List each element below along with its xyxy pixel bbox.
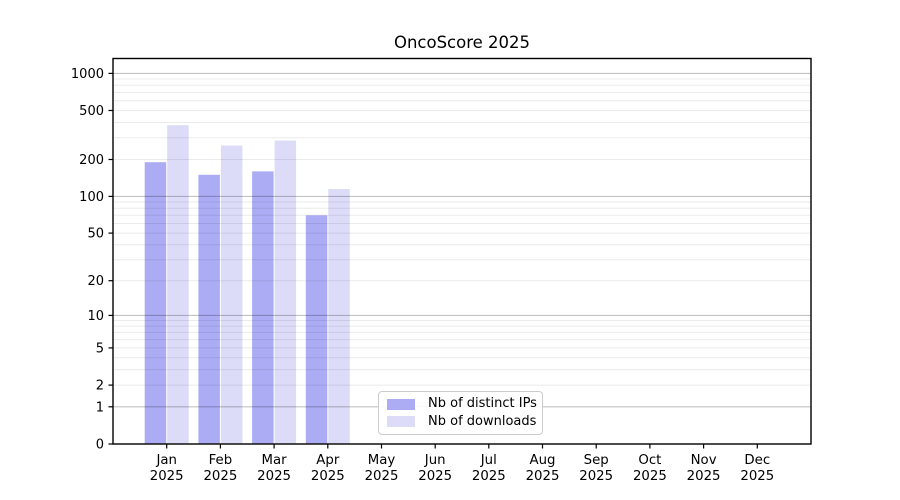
y-tick-label-5: 5 [96, 341, 104, 356]
x-tick-label-year-sep: 2025 [579, 469, 613, 484]
x-tick-label-year-jun: 2025 [418, 469, 452, 484]
legend-label-downloads: Nb of downloads [428, 413, 537, 429]
x-tick-label-month-sep: Sep [584, 453, 609, 468]
legend-swatch-downloads [387, 416, 415, 428]
x-tick-label-month-jan: Jan [155, 453, 177, 468]
x-tick-label-month-jul: Jul [480, 453, 497, 468]
x-tick-label-month-mar: Mar [262, 453, 288, 468]
x-tick-label-year-apr: 2025 [311, 469, 345, 484]
x-tick-label-month-nov: Nov [691, 453, 717, 468]
y-tick-label-1: 1 [96, 400, 104, 415]
x-tick-label-year-dec: 2025 [740, 469, 774, 484]
y-tick-label-50: 50 [87, 227, 104, 242]
x-tick-label-month-may: May [368, 453, 396, 468]
bar-jan-downloads [167, 125, 189, 444]
x-tick-label-year-jan: 2025 [150, 469, 184, 484]
x-tick-label-year-aug: 2025 [526, 469, 560, 484]
y-tick-label-2: 2 [96, 379, 104, 394]
legend-item-downloads: Nb of downloads [387, 413, 537, 430]
x-tick-label-year-mar: 2025 [257, 469, 291, 484]
y-tick-label-500: 500 [79, 104, 104, 119]
y-tick-label-10: 10 [87, 309, 104, 324]
bar-jan-distinct-ips [144, 162, 167, 444]
x-tick-label-year-nov: 2025 [687, 469, 721, 484]
x-tick-label-year-may: 2025 [365, 469, 399, 484]
x-tick-label-year-jul: 2025 [472, 469, 506, 484]
bar-mar-distinct-ips [252, 171, 274, 444]
bar-apr-distinct-ips [305, 215, 328, 444]
bar-mar-downloads [274, 140, 297, 444]
x-tick-label-month-oct: Oct [638, 453, 661, 468]
y-tick-label-0: 0 [96, 438, 104, 453]
legend-label-distinct-ips: Nb of distinct IPs [428, 396, 537, 412]
legend-item-distinct-ips: Nb of distinct IPs [387, 396, 537, 412]
bar-feb-distinct-ips [198, 174, 220, 444]
y-tick-label-100: 100 [79, 190, 104, 205]
x-tick-label-month-dec: Dec [744, 453, 770, 468]
bar-feb-downloads [220, 145, 243, 444]
plot-border [112, 57, 812, 445]
chart-title: OncoScore 2025 [393, 33, 531, 52]
x-tick-label-month-aug: Aug [530, 453, 556, 468]
x-tick-label-month-jun: Jun [424, 453, 446, 468]
legend-swatch-distinct-ips [387, 398, 415, 410]
x-tick-label-year-feb: 2025 [203, 469, 237, 484]
y-tick-label-1000: 1000 [71, 67, 104, 82]
legend: Nb of distinct IPs Nb of downloads [378, 391, 543, 435]
y-tick-label-200: 200 [79, 153, 104, 168]
x-tick-label-month-feb: Feb [209, 453, 233, 468]
bar-apr-downloads [328, 189, 350, 444]
y-tick-label-20: 20 [87, 274, 104, 289]
x-tick-label-year-oct: 2025 [633, 469, 667, 484]
x-tick-label-month-apr: Apr [316, 453, 340, 468]
